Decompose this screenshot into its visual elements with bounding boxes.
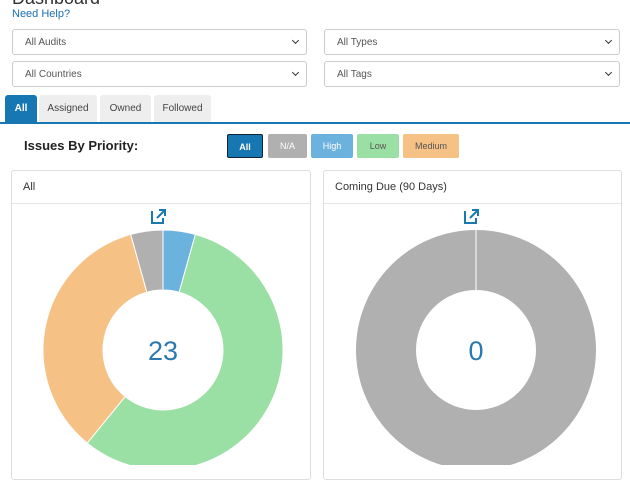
help-link[interactable]: Need Help? bbox=[12, 8, 71, 20]
filter-select[interactable]: All Tags bbox=[324, 61, 620, 87]
priority-button[interactable]: N/A bbox=[268, 134, 307, 158]
donut-total: 0 bbox=[468, 336, 483, 366]
priority-button[interactable]: Medium bbox=[403, 134, 459, 158]
charts: 23 0 bbox=[42, 209, 596, 465]
page: Dashboard Need Help? All Audits All Type… bbox=[0, 0, 630, 465]
tab[interactable]: All bbox=[5, 95, 37, 123]
donut-segment bbox=[86, 233, 284, 465]
donut-segment bbox=[42, 233, 148, 444]
tab[interactable]: Followed bbox=[154, 95, 211, 123]
tab-rule bbox=[0, 122, 630, 124]
priority-button[interactable]: High bbox=[311, 134, 353, 158]
page-title: Dashboard bbox=[12, 0, 100, 9]
priority-label: Issues By Priority: bbox=[24, 138, 139, 153]
filter-select[interactable]: All Countries bbox=[12, 61, 307, 87]
filter-select[interactable]: All Types bbox=[324, 29, 620, 55]
open-icon[interactable] bbox=[464, 209, 479, 224]
donut-total: 23 bbox=[148, 336, 178, 366]
priority-button[interactable]: All bbox=[227, 134, 263, 158]
filter-select[interactable]: All Audits bbox=[12, 29, 307, 55]
priority-button[interactable]: Low bbox=[357, 134, 399, 158]
open-icon[interactable] bbox=[151, 209, 166, 224]
tab[interactable]: Assigned bbox=[39, 95, 97, 123]
panel-title: All bbox=[12, 171, 310, 204]
panel-title: Coming Due (90 Days) bbox=[324, 171, 621, 204]
tab[interactable]: Owned bbox=[100, 95, 151, 123]
